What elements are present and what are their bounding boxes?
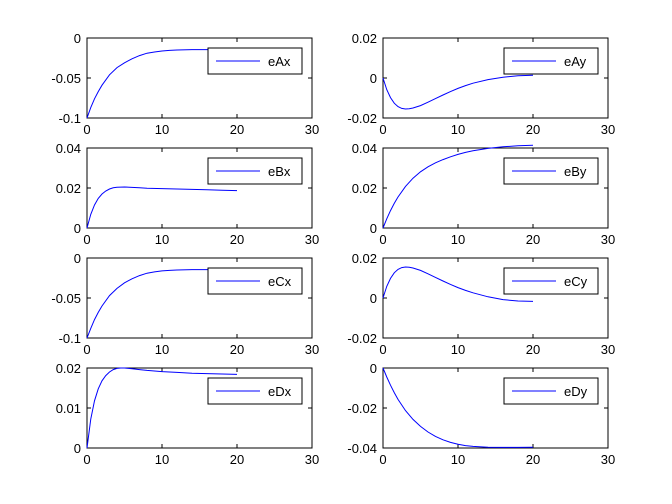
x-tick-label: 0 [379, 452, 386, 467]
x-tick-label: 30 [305, 452, 319, 467]
y-tick-label: 0.04 [352, 141, 377, 156]
y-tick-label: -0.02 [347, 401, 377, 416]
x-tick-label: 0 [83, 232, 90, 247]
y-tick-label: -0.04 [347, 441, 377, 456]
y-tick-label: -0.05 [51, 71, 81, 86]
y-tick-label: 0.02 [56, 181, 81, 196]
x-tick-label: 30 [601, 232, 615, 247]
y-tick-label: -0.1 [59, 331, 81, 346]
x-tick-label: 20 [526, 232, 540, 247]
y-tick-label: 0 [74, 31, 81, 46]
legend-label: eBy [564, 164, 587, 179]
legend-label: eDx [268, 384, 292, 399]
x-tick-label: 30 [601, 122, 615, 137]
series-line-eDx [86, 367, 238, 449]
legend: eBy [503, 157, 599, 185]
subplot-4: 0 10 20 30 0 0.02 0.04 eBy [352, 141, 616, 247]
y-tick-label: 0 [74, 221, 81, 236]
legend-label: eCy [564, 274, 588, 289]
subplot-8: 0 10 20 30 -0.04 -0.02 0 eDy [347, 361, 615, 467]
x-tick-label: 0 [379, 342, 386, 357]
y-tick-label: 0 [74, 251, 81, 266]
x-tick-label: 20 [526, 342, 540, 357]
x-tick-label: 0 [379, 232, 386, 247]
subplot-5: 0 10 20 30 -0.1 -0.05 0 eCx [51, 251, 319, 357]
legend: eBx [207, 157, 303, 185]
series-line-eCy [382, 266, 534, 302]
x-tick-label: 0 [83, 452, 90, 467]
subplot-3: 0 10 20 30 0 0.02 0.04 eBx [56, 141, 320, 247]
x-tick-label: 10 [451, 452, 465, 467]
x-tick-label: 10 [155, 122, 169, 137]
x-tick-label: 30 [601, 452, 615, 467]
legend: eAy [503, 47, 599, 75]
x-tick-label: 10 [155, 342, 169, 357]
y-tick-label: -0.1 [59, 111, 81, 126]
y-tick-label: 0 [370, 221, 377, 236]
x-tick-label: 30 [305, 342, 319, 357]
y-tick-label: 0.02 [352, 31, 377, 46]
series-line-eAx [86, 49, 238, 119]
y-tick-label: 0 [370, 71, 377, 86]
legend: eCy [503, 267, 599, 295]
legend-label: eAx [268, 54, 291, 69]
legend-label: eBx [268, 164, 291, 179]
legend: eDx [207, 377, 303, 405]
subplot-7: 0 10 20 30 0 0.01 0.02 eDx [56, 361, 320, 467]
x-tick-label: 10 [451, 342, 465, 357]
x-tick-label: 20 [526, 452, 540, 467]
y-tick-label: 0.04 [56, 141, 81, 156]
series-line-eCx [86, 269, 238, 339]
y-tick-label: 0 [74, 441, 81, 456]
x-tick-label: 30 [305, 232, 319, 247]
x-tick-label: 20 [526, 122, 540, 137]
x-tick-label: 20 [230, 232, 244, 247]
x-tick-label: 20 [230, 342, 244, 357]
legend: eCx [207, 267, 303, 295]
x-tick-label: 0 [83, 122, 90, 137]
y-tick-label: -0.02 [347, 111, 377, 126]
series-line-eBy [382, 144, 534, 229]
y-tick-label: 0 [370, 361, 377, 376]
series-line-eDy [382, 367, 534, 448]
series-line-eAy [382, 74, 534, 110]
legend: eAx [207, 47, 303, 75]
y-tick-label: 0 [370, 291, 377, 306]
y-tick-label: 0.02 [56, 361, 81, 376]
legend-label: eDy [564, 384, 588, 399]
y-tick-label: 0.02 [352, 181, 377, 196]
x-tick-label: 30 [305, 122, 319, 137]
legend: eDy [503, 377, 599, 405]
x-tick-label: 10 [155, 232, 169, 247]
x-tick-label: 10 [451, 232, 465, 247]
y-tick-label: -0.05 [51, 291, 81, 306]
series-line-eBx [86, 186, 238, 229]
x-tick-label: 30 [601, 342, 615, 357]
x-tick-label: 0 [379, 122, 386, 137]
y-tick-label: 0.02 [352, 251, 377, 266]
subplot-1: 0 10 20 30 -0.1 -0.05 0 eAx [51, 31, 319, 137]
x-tick-label: 10 [155, 452, 169, 467]
x-tick-label: 20 [230, 452, 244, 467]
x-tick-label: 0 [83, 342, 90, 357]
x-tick-label: 20 [230, 122, 244, 137]
legend-label: eCx [268, 274, 292, 289]
y-tick-label: -0.02 [347, 331, 377, 346]
y-tick-label: 0.01 [56, 401, 81, 416]
x-tick-label: 10 [451, 122, 465, 137]
legend-label: eAy [564, 54, 587, 69]
